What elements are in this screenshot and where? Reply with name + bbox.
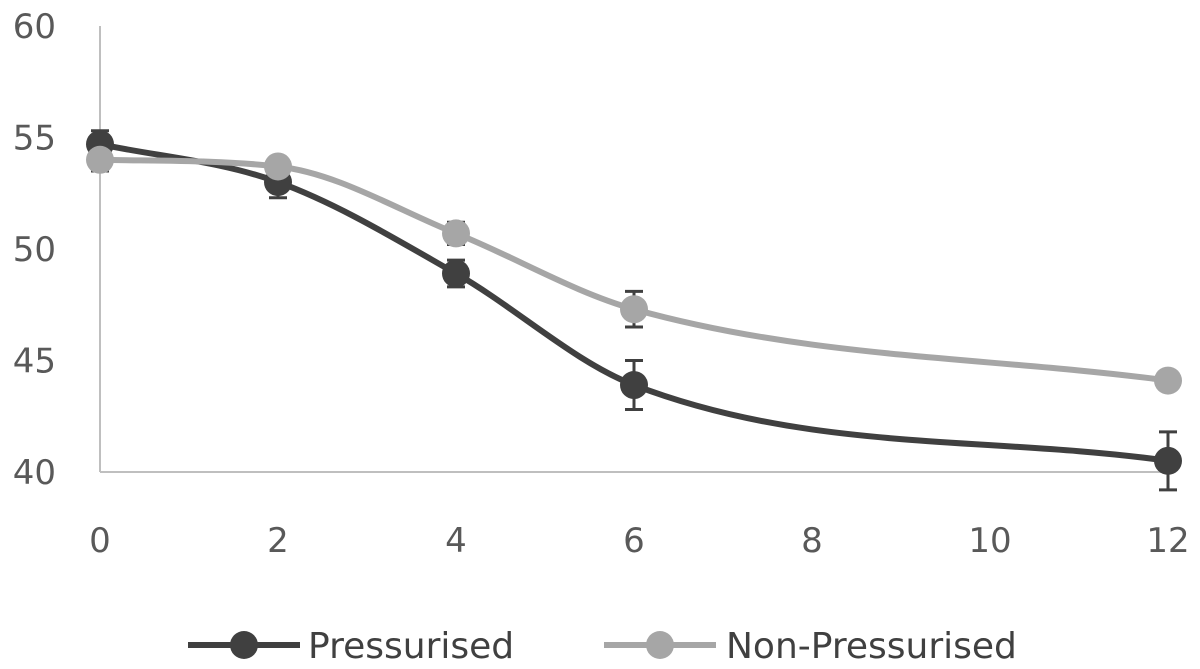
y-tick-label: 50	[13, 230, 56, 270]
x-tick-label: 12	[1146, 521, 1189, 561]
x-tick-labels: 0 2 4 6 8 10 12	[89, 521, 1189, 561]
data-point	[1154, 446, 1182, 475]
data-point	[442, 259, 470, 288]
series-line	[97, 141, 1171, 464]
data-point	[86, 145, 114, 174]
y-tick-label: 60	[13, 7, 56, 47]
x-tick-label: 2	[267, 521, 289, 561]
x-tick-label: 0	[89, 521, 111, 561]
y-tick-label: 45	[13, 342, 56, 382]
series-layer	[86, 129, 1182, 492]
legend-label: Non-Pressurised	[726, 626, 1017, 667]
data-point	[264, 152, 292, 181]
legend-marker	[230, 631, 258, 659]
data-point	[442, 219, 470, 248]
y-tick-label: 40	[13, 453, 56, 493]
data-point	[620, 371, 648, 400]
x-tick-label: 10	[968, 521, 1011, 561]
y-tick-label: 55	[13, 119, 56, 159]
legend-entry: Pressurised	[188, 626, 514, 667]
series-line	[97, 156, 1171, 384]
y-tick-labels: 40 45 50 55 60	[13, 7, 56, 493]
legend-label: Pressurised	[308, 626, 514, 667]
legend: Pressurised Non-Pressurised	[188, 626, 1017, 667]
legend-marker	[646, 631, 674, 659]
series-non-pressurised	[86, 145, 1182, 395]
legend-entry: Non-Pressurised	[604, 626, 1017, 667]
x-tick-label: 8	[801, 521, 823, 561]
data-point	[1154, 366, 1182, 395]
x-tick-label: 4	[445, 521, 467, 561]
x-tick-label: 6	[623, 521, 645, 561]
chart-axes	[99, 26, 1168, 473]
data-point	[620, 295, 648, 324]
